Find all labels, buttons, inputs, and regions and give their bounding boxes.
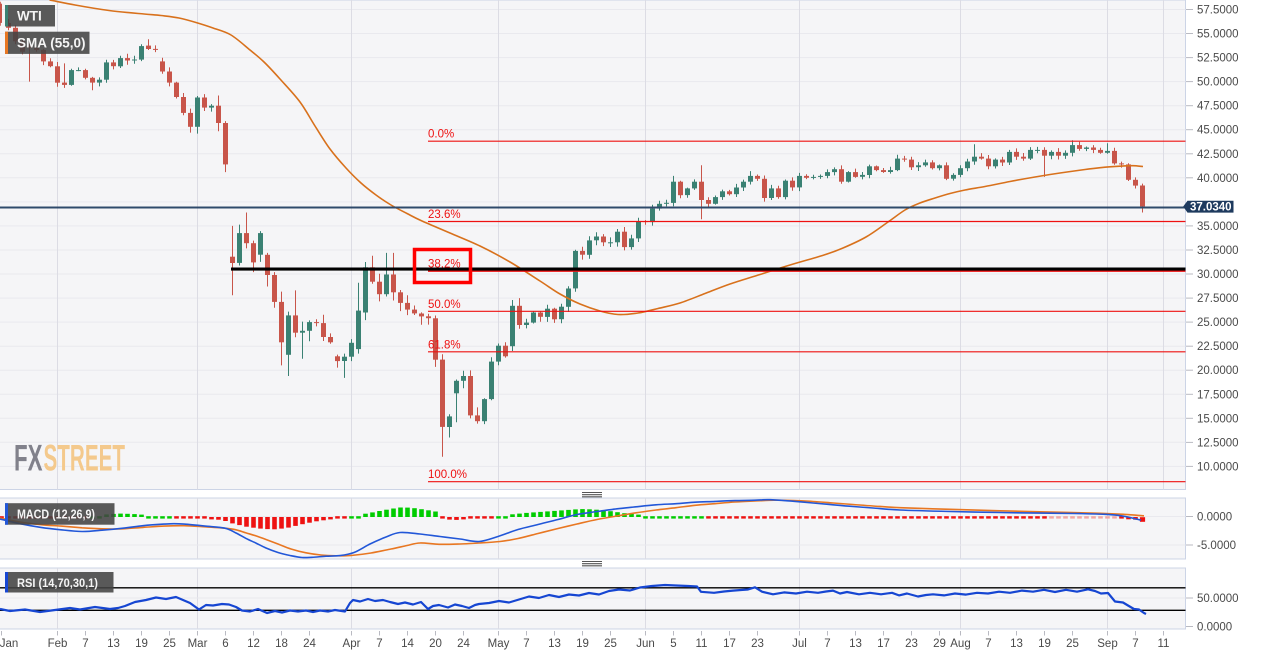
svg-text:Sep: Sep (1097, 638, 1117, 650)
svg-text:11: 11 (696, 638, 708, 650)
svg-text:19: 19 (135, 638, 148, 650)
svg-text:7: 7 (824, 638, 830, 650)
svg-text:24: 24 (457, 638, 470, 650)
svg-text:25: 25 (1066, 638, 1079, 650)
svg-text:13: 13 (849, 638, 862, 650)
svg-text:42.5000: 42.5000 (1197, 149, 1239, 161)
svg-text:13: 13 (548, 638, 561, 650)
svg-text:17.5000: 17.5000 (1197, 389, 1239, 401)
svg-text:38.2%: 38.2% (428, 259, 461, 271)
svg-text:40.0000: 40.0000 (1197, 173, 1239, 185)
svg-text:23: 23 (751, 638, 764, 650)
svg-text:17: 17 (723, 638, 736, 650)
svg-text:Jan: Jan (0, 638, 18, 650)
svg-text:11: 11 (1158, 638, 1170, 650)
svg-text:18: 18 (275, 638, 288, 650)
svg-text:-5.0000: -5.0000 (1197, 540, 1236, 552)
svg-text:FX: FX (14, 437, 43, 479)
svg-text:50.0%: 50.0% (428, 299, 461, 311)
svg-text:Jul: Jul (792, 638, 807, 650)
svg-text:25: 25 (163, 638, 176, 650)
svg-text:Jun: Jun (636, 638, 655, 650)
svg-text:50.0000: 50.0000 (1197, 593, 1239, 605)
svg-text:14: 14 (401, 638, 414, 650)
svg-text:Aug: Aug (950, 638, 970, 650)
svg-text:29: 29 (933, 638, 946, 650)
svg-text:23.6%: 23.6% (428, 209, 461, 221)
svg-text:5: 5 (670, 638, 676, 650)
svg-text:15.0000: 15.0000 (1197, 413, 1239, 425)
svg-text:25: 25 (604, 638, 617, 650)
svg-text:10.0000: 10.0000 (1197, 461, 1239, 473)
svg-text:17: 17 (877, 638, 890, 650)
svg-text:19: 19 (1038, 638, 1051, 650)
svg-text:STREET: STREET (44, 437, 126, 479)
svg-text:20: 20 (429, 638, 442, 650)
svg-text:25.0000: 25.0000 (1197, 317, 1239, 329)
svg-text:0.0000: 0.0000 (1197, 622, 1232, 634)
svg-text:MACD (12,26,9): MACD (12,26,9) (17, 508, 95, 522)
svg-text:47.5000: 47.5000 (1197, 101, 1239, 113)
svg-text:23: 23 (905, 638, 918, 650)
svg-text:35.0000: 35.0000 (1197, 221, 1239, 233)
svg-text:22.5000: 22.5000 (1197, 341, 1239, 353)
svg-text:7: 7 (523, 638, 529, 650)
svg-text:WTI: WTI (17, 8, 42, 23)
svg-text:0.0%: 0.0% (428, 129, 454, 141)
svg-text:61.8%: 61.8% (428, 339, 461, 351)
svg-text:Apr: Apr (343, 638, 361, 650)
svg-text:12: 12 (247, 638, 260, 650)
svg-text:24: 24 (303, 638, 316, 650)
svg-text:6: 6 (222, 638, 228, 650)
svg-text:0.0000: 0.0000 (1197, 512, 1232, 524)
svg-text:30.0000: 30.0000 (1197, 269, 1239, 281)
svg-text:45.0000: 45.0000 (1197, 125, 1239, 137)
svg-text:19: 19 (576, 638, 589, 650)
svg-text:7: 7 (82, 638, 88, 650)
svg-text:SMA (55,0): SMA (55,0) (17, 36, 86, 51)
svg-text:13: 13 (107, 638, 120, 650)
svg-text:Feb: Feb (48, 638, 68, 650)
svg-text:12.5000: 12.5000 (1197, 437, 1239, 449)
svg-text:Mar: Mar (188, 638, 208, 650)
svg-text:7: 7 (1132, 638, 1138, 650)
svg-text:55.0000: 55.0000 (1197, 29, 1239, 41)
svg-text:52.5000: 52.5000 (1197, 53, 1239, 65)
svg-text:RSI (14,70,30,1): RSI (14,70,30,1) (17, 576, 98, 590)
svg-text:100.0%: 100.0% (428, 469, 467, 481)
svg-text:37.0340: 37.0340 (1190, 202, 1232, 214)
svg-text:13: 13 (1010, 638, 1023, 650)
svg-text:50.0000: 50.0000 (1197, 77, 1239, 89)
svg-text:57.5000: 57.5000 (1197, 5, 1239, 17)
svg-text:32.5000: 32.5000 (1197, 245, 1239, 257)
svg-text:27.5000: 27.5000 (1197, 293, 1239, 305)
svg-text:7: 7 (376, 638, 382, 650)
svg-text:May: May (488, 638, 510, 650)
svg-text:7: 7 (985, 638, 991, 650)
svg-text:20.0000: 20.0000 (1197, 365, 1239, 377)
